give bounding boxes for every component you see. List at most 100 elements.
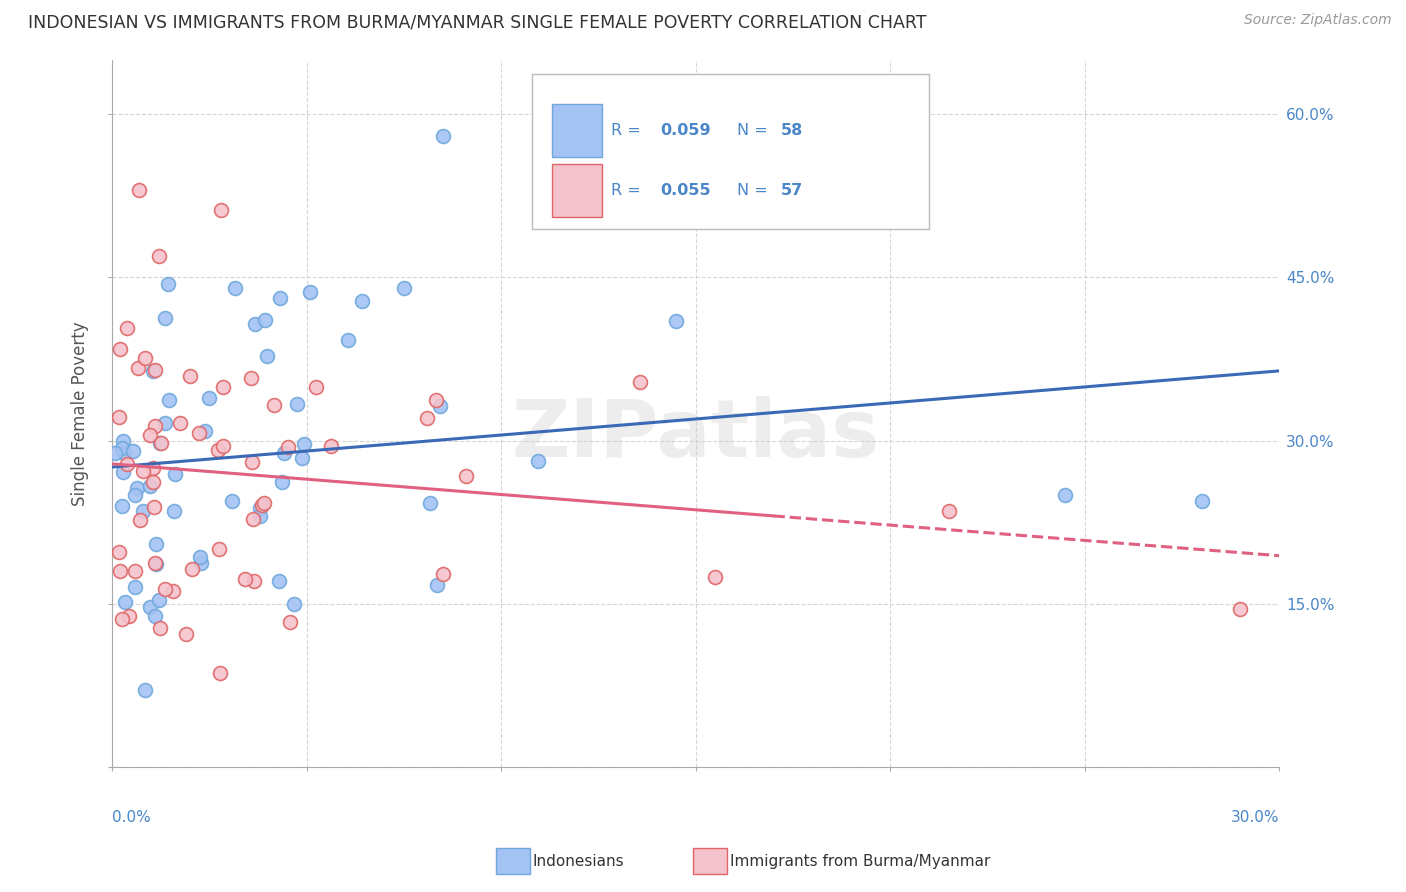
Point [157,392,180,407]
Point [163,504,186,518]
Point [163,467,186,481]
Point [124,580,146,594]
Point [1054,488,1077,502]
Point [240,455,263,469]
Text: 0.059: 0.059 [661,123,711,138]
Text: 30.0%: 30.0% [1230,810,1279,825]
Point [139,599,162,614]
Point [209,203,232,218]
Point [108,343,131,357]
Point [111,611,134,625]
Point [115,457,138,471]
Point [179,368,201,383]
Text: ZIPatlas: ZIPatlas [512,396,880,474]
Point [111,465,134,479]
Point [111,441,134,455]
Point [110,564,132,578]
Point [416,411,439,425]
Point [174,627,197,641]
Point [134,682,156,697]
Point [129,513,152,527]
Point [285,397,308,411]
Point [243,574,266,588]
Point [194,424,217,438]
Point [208,542,231,557]
Point [153,416,176,430]
Point [127,360,149,375]
Point [124,564,146,578]
FancyBboxPatch shape [553,103,602,157]
Point [149,436,172,450]
Point [454,469,477,483]
FancyBboxPatch shape [553,164,602,217]
Point [131,504,153,518]
Point [114,595,136,609]
Point [253,313,276,327]
Point [188,550,211,565]
Point [321,439,343,453]
Point [269,291,291,305]
Point [112,446,135,460]
Point [148,593,170,607]
Point [432,567,454,582]
Point [180,562,202,576]
Point [221,494,243,508]
Point [269,574,291,589]
Point [1191,493,1213,508]
Point [336,333,359,347]
Point [115,321,138,335]
Point [432,128,454,143]
Text: INDONESIAN VS IMMIGRANTS FROM BURMA/MYANMAR SINGLE FEMALE POVERTY CORRELATION CH: INDONESIAN VS IMMIGRANTS FROM BURMA/MYAN… [28,13,927,31]
Text: Immigrants from Burma/Myanmar: Immigrants from Burma/Myanmar [730,855,990,869]
Point [425,392,447,407]
Point [256,349,278,363]
Text: N =: N = [737,183,772,198]
Point [240,371,263,385]
Point [125,481,148,495]
Point [143,419,166,434]
Point [139,428,162,442]
Point [142,500,165,515]
Point [429,399,451,413]
Point [208,665,231,680]
Point [292,437,315,451]
Point [169,416,191,430]
Point [263,398,285,412]
Point [142,364,165,378]
Text: R =: R = [610,183,645,198]
Point [252,499,274,513]
Point [143,362,166,376]
Point [108,410,131,425]
Point [122,444,145,458]
Text: 0.0%: 0.0% [112,810,150,825]
Point [108,545,131,559]
Point [153,311,176,326]
Point [283,597,305,611]
Point [271,475,294,489]
Point [187,426,209,441]
Point [526,454,548,468]
Point [142,475,165,490]
Point [298,285,321,299]
Point [124,488,146,502]
Point [211,380,233,394]
Text: N =: N = [737,123,772,138]
Point [145,557,167,571]
Point [104,446,127,460]
Point [153,582,176,596]
Point [392,281,415,295]
Text: Source: ZipAtlas.com: Source: ZipAtlas.com [1244,13,1392,28]
Point [128,183,150,197]
Point [142,461,165,475]
Point [197,391,219,405]
Point [207,443,229,458]
Text: 58: 58 [780,123,803,138]
Text: 57: 57 [780,183,803,198]
Point [352,294,374,309]
Point [242,512,264,526]
Point [253,496,276,510]
Point [118,608,141,623]
Point [139,479,162,493]
Point [243,317,266,331]
Point [145,537,167,551]
